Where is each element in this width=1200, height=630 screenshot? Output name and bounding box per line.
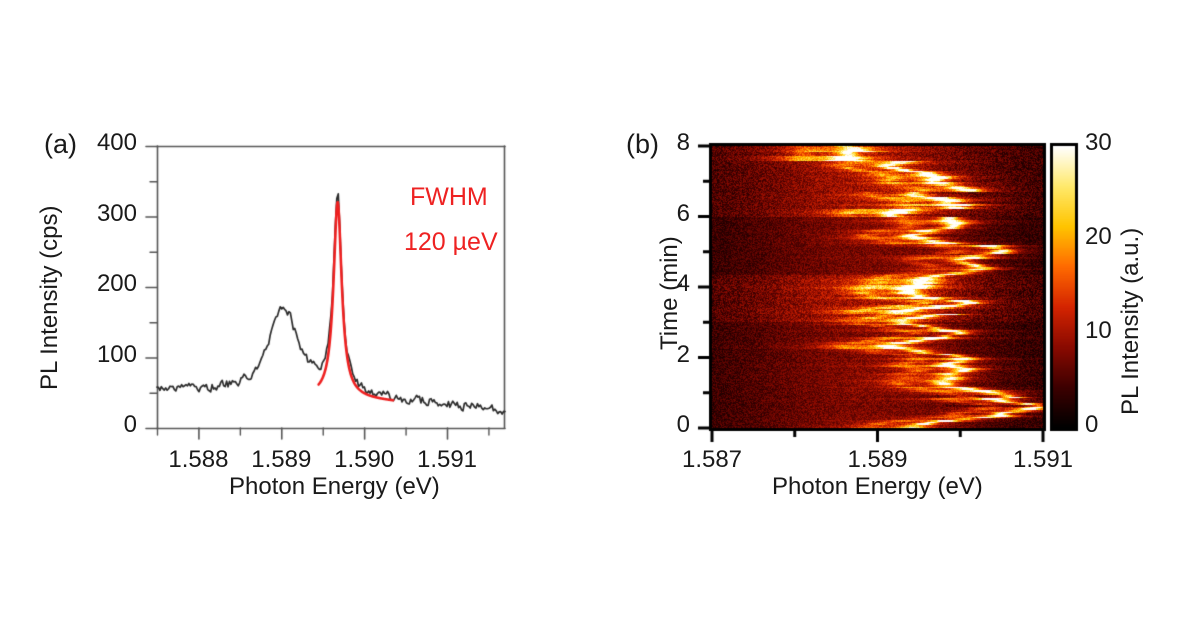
panel-a-xtick-1.591: 1.591: [416, 446, 478, 473]
colorbar-tick-30: 30: [1085, 129, 1112, 156]
panel-b-ytick-8: 8: [676, 129, 690, 156]
panel-a-ytick-0: 0: [123, 411, 137, 438]
colorbar-tick-10: 10: [1085, 317, 1112, 344]
panel-a-ytick-300: 300: [96, 199, 137, 227]
panel-b-ytick-4: 4: [676, 270, 690, 297]
colorbar-label: PL Intensity (a.u.): [1117, 227, 1144, 415]
panel-b-ytick-6: 6: [676, 199, 690, 227]
panel-b-xtick-1.587: 1.587: [681, 446, 743, 473]
panel-a-ytick-200: 200: [96, 270, 137, 297]
panel-a-ytick-100: 100: [96, 340, 137, 368]
panel-b-ytick-0: 0: [676, 411, 690, 438]
panel-a-ytick-400: 400: [96, 129, 137, 156]
colorbar-tick-20: 20: [1085, 223, 1112, 250]
panel-a-xtick-1.589: 1.589: [251, 446, 312, 473]
panel-b-x-axis-title: Photon Energy (eV): [772, 473, 983, 500]
panel-a-xtick-1.590: 1.590: [334, 446, 395, 473]
panel-b-xtick-1.591: 1.591: [1012, 446, 1074, 473]
panel-b-xtick-1.589: 1.589: [847, 446, 908, 473]
panel-b-ytick-2: 2: [676, 340, 690, 368]
panel-a-xtick-1.588: 1.588: [168, 446, 229, 473]
colorbar-tick-0: 0: [1085, 411, 1099, 438]
